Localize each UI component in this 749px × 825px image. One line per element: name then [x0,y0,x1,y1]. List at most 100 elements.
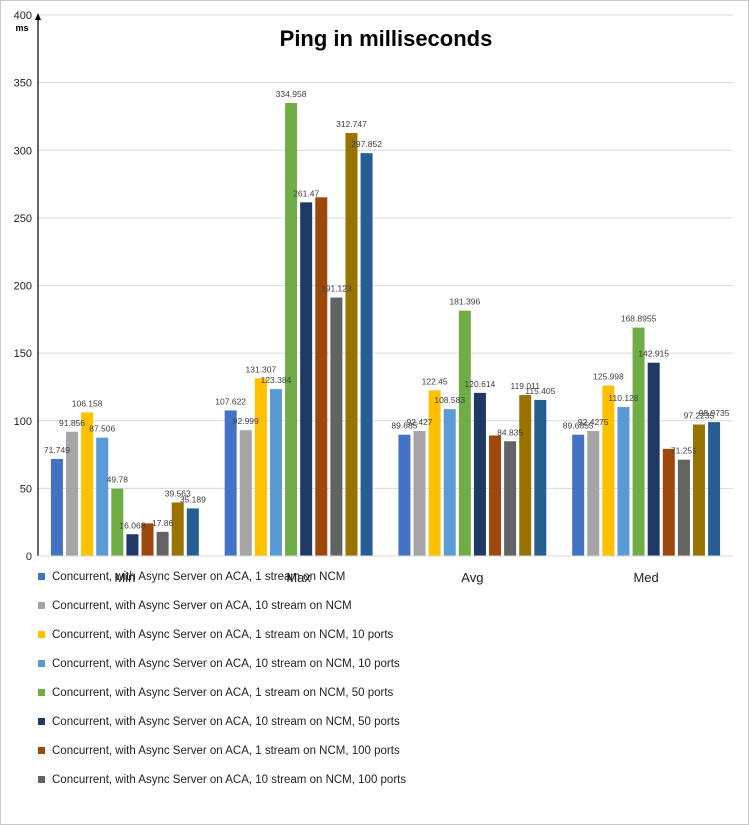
legend-swatch [38,631,45,638]
legend-label: Concurrent, with Async Server on ACA, 1 … [52,571,346,583]
data-label: 110.128 [608,393,638,403]
bar [126,534,139,556]
legend-label: Concurrent, with Async Server on ACA, 1 … [52,687,394,699]
data-label: 91.856 [59,418,85,428]
data-label: 87.506 [89,424,115,434]
bar [141,523,154,556]
bar [360,153,373,557]
data-label: 312.747 [336,119,367,129]
bar [504,441,517,556]
bar [632,327,645,556]
bar [677,459,690,556]
legend-label: Concurrent, with Async Server on ACA, 10… [52,658,400,670]
data-label: 71.749 [44,445,70,455]
y-axis: 0 50 100 150 200 250 300 350 400 [14,10,41,563]
legend-item: Concurrent, with Async Server on ACA, 10… [38,657,418,671]
legend-swatch [38,573,45,580]
data-label: 89.685 [391,421,417,431]
y-axis-unit-label: ms [15,23,28,33]
bar [413,430,426,556]
bar [239,430,252,556]
bar [662,448,675,556]
bar [315,197,328,556]
data-label: 168.8955 [621,314,657,324]
data-label: 123.384 [261,375,292,385]
data-label: 35.189 [180,494,206,504]
bar [186,508,199,556]
bar [269,389,282,556]
legend-item: Concurrent, with Async Server on ACA, 1 … [38,686,418,700]
legend-label: Concurrent, with Async Server on ACA, 10… [52,600,352,612]
y-axis-arrow [35,13,41,20]
y-tick-label: 0 [26,551,32,563]
data-label: 89.6855 [563,421,594,431]
bar [647,362,660,556]
bar [398,434,411,556]
bar [66,431,79,556]
y-tick-label: 350 [14,78,32,90]
bar [489,435,502,556]
bar [224,410,237,556]
x-tick-label: Avg [461,570,483,585]
bar [111,488,124,556]
y-tick-label: 100 [14,416,32,428]
data-label: 39.563 [165,488,191,498]
bar [96,437,109,556]
bar [473,392,486,556]
bar [345,133,358,556]
legend-label: Concurrent, with Async Server on ACA, 10… [52,774,407,786]
data-label: 191.123 [321,284,352,294]
y-tick-label: 50 [20,483,32,495]
gridlines [38,14,733,489]
data-label: 16.068 [119,520,145,530]
y-tick-label: 200 [14,281,32,293]
x-tick-label: Min [114,570,135,585]
legend-item: Concurrent, with Async Server on ACA, 1 … [38,570,418,584]
data-label: 17.86 [152,518,174,528]
data-label: 115.405 [525,386,555,396]
bar [300,202,313,557]
legend-label: Concurrent, with Async Server on ACA, 1 … [52,629,394,641]
legend-swatch [38,747,45,754]
data-label: 108.583 [434,395,465,405]
bar [285,102,298,557]
data-label: 122.45 [422,376,448,386]
data-label: 97.2235 [684,411,715,421]
y-tick-label: 150 [14,348,32,360]
x-tick-label: Med [633,570,658,585]
bar [330,297,343,556]
bar [443,409,456,556]
legend-label: Concurrent, with Async Server on ACA, 1 … [52,745,400,757]
legend-label: Concurrent, with Async Server on ACA, 10… [52,716,400,728]
legend-item: Concurrent, with Async Server on ACA, 10… [38,773,418,787]
bar [50,458,63,556]
bar [602,385,615,556]
bar [428,390,441,556]
bar [692,424,705,556]
y-tick-label: 250 [14,213,32,225]
y-tick-label: 300 [14,145,32,157]
legend-swatch [38,689,45,696]
data-label: 92.999 [233,416,259,426]
bar [254,378,267,556]
bar [572,434,585,556]
y-tick-label: 400 [14,10,32,22]
data-label: 106.158 [72,398,103,408]
data-label: 142.915 [638,349,669,359]
data-label: 119.011 [510,381,540,391]
data-label: 261.47 [293,188,319,198]
chart-title: Ping in milliseconds [280,26,493,51]
data-label: 92.4275 [578,417,609,427]
bar [171,502,184,556]
x-axis: Min Max Avg Med [38,555,733,585]
legend-swatch [38,718,45,725]
data-label: 181.396 [449,297,480,307]
x-tick-label: Max [286,570,311,585]
bar [587,430,600,556]
bar [708,422,721,556]
data-label: 334.958 [276,89,307,99]
bar [156,531,169,556]
data-labels: 71.749 91.856 106.158 87.506 49.78 16.068 17.8… [44,89,730,530]
bar [534,399,547,556]
